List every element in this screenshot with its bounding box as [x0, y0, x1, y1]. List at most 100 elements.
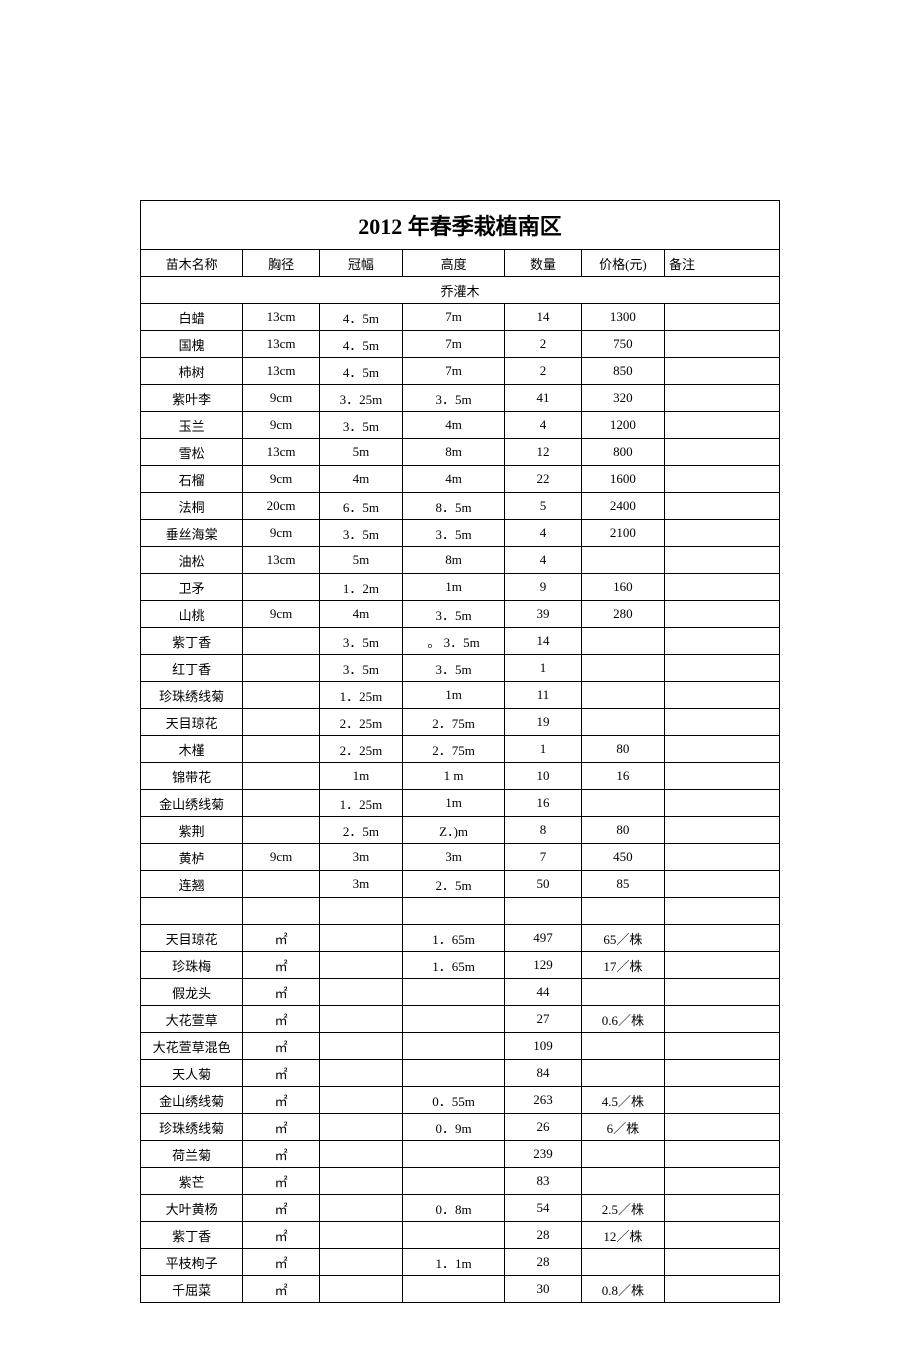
cell: 白蜡	[141, 304, 243, 331]
cell	[319, 1222, 402, 1249]
cell: 84	[505, 1060, 582, 1087]
cell: 41	[505, 385, 582, 412]
cell	[581, 655, 664, 682]
cell	[664, 709, 779, 736]
cell: 2100	[581, 520, 664, 547]
cell	[664, 304, 779, 331]
cell: 价格(元)	[581, 250, 664, 277]
table-row: 大花萱草㎡270.6／株	[141, 1006, 780, 1033]
cell: 0.8／株	[581, 1276, 664, 1303]
cell: 2400	[581, 493, 664, 520]
cell: 160	[581, 574, 664, 601]
cell: 法桐	[141, 493, 243, 520]
cell	[402, 1060, 504, 1087]
cell: 13cm	[243, 547, 320, 574]
cell: 14	[505, 304, 582, 331]
cell	[664, 1195, 779, 1222]
cell	[664, 493, 779, 520]
cell: 5m	[319, 547, 402, 574]
cell: 263	[505, 1087, 582, 1114]
cell: 6．5m	[319, 493, 402, 520]
cell: 27	[505, 1006, 582, 1033]
cell	[664, 358, 779, 385]
cell: 28	[505, 1222, 582, 1249]
table-row: 假龙头㎡44	[141, 979, 780, 1006]
cell: 7m	[402, 304, 504, 331]
cell: 16	[505, 790, 582, 817]
table-row: 紫丁香㎡2812／株	[141, 1222, 780, 1249]
cell	[664, 439, 779, 466]
cell	[664, 790, 779, 817]
cell: 0．8m	[402, 1195, 504, 1222]
cell	[664, 601, 779, 628]
cell: ㎡	[243, 1249, 320, 1276]
cell: 1m	[402, 574, 504, 601]
cell: 5	[505, 493, 582, 520]
cell: 木槿	[141, 736, 243, 763]
cell: 9cm	[243, 844, 320, 871]
cell	[664, 1222, 779, 1249]
cell: 4	[505, 520, 582, 547]
cell: 9	[505, 574, 582, 601]
cell: ㎡	[243, 1087, 320, 1114]
cell: 8m	[402, 439, 504, 466]
cell	[664, 1168, 779, 1195]
cell: ㎡	[243, 1195, 320, 1222]
cell	[664, 466, 779, 493]
cell: 荷兰菊	[141, 1141, 243, 1168]
cell: 13cm	[243, 358, 320, 385]
table-row: 玉兰9cm3．5m4m41200	[141, 412, 780, 439]
cell	[664, 925, 779, 952]
cell: 山桃	[141, 601, 243, 628]
cell: 26	[505, 1114, 582, 1141]
cell: 4m	[319, 601, 402, 628]
cell: 1．2m	[319, 574, 402, 601]
cell	[243, 898, 320, 925]
cell: 1m	[402, 790, 504, 817]
cell	[581, 1141, 664, 1168]
cell	[581, 1033, 664, 1060]
cell: 高度	[402, 250, 504, 277]
table-row: 天人菊㎡84	[141, 1060, 780, 1087]
cell: 7	[505, 844, 582, 871]
cell	[141, 898, 243, 925]
cell	[664, 1033, 779, 1060]
cell: ㎡	[243, 1006, 320, 1033]
cell	[581, 547, 664, 574]
cell: 9cm	[243, 385, 320, 412]
cell: 2．5m	[319, 817, 402, 844]
cell	[243, 628, 320, 655]
cell: 4.5／株	[581, 1087, 664, 1114]
table-row: 垂丝海棠9cm3．5m3．5m42100	[141, 520, 780, 547]
cell: 800	[581, 439, 664, 466]
cell: 0.6／株	[581, 1006, 664, 1033]
cell: 紫叶李	[141, 385, 243, 412]
section-row: 乔灌木	[141, 277, 780, 304]
cell: 大花萱草混色	[141, 1033, 243, 1060]
cell: 3．5m	[319, 655, 402, 682]
cell: 4．5m	[319, 304, 402, 331]
cell: 6／株	[581, 1114, 664, 1141]
cell: 锦带花	[141, 763, 243, 790]
cell: ㎡	[243, 1141, 320, 1168]
cell: 平枝枸子	[141, 1249, 243, 1276]
cell: 2.5／株	[581, 1195, 664, 1222]
table-row: 大花萱草混色㎡109	[141, 1033, 780, 1060]
cell: 280	[581, 601, 664, 628]
cell	[664, 1141, 779, 1168]
cell: ㎡	[243, 1222, 320, 1249]
cell: 850	[581, 358, 664, 385]
cell: 黄栌	[141, 844, 243, 871]
cell	[319, 898, 402, 925]
cell	[402, 979, 504, 1006]
cell: 83	[505, 1168, 582, 1195]
cell	[664, 844, 779, 871]
cell	[664, 628, 779, 655]
cell: 2	[505, 331, 582, 358]
table-row: 金山绣线菊1．25m1m16	[141, 790, 780, 817]
cell: 28	[505, 1249, 582, 1276]
cell: 4m	[402, 466, 504, 493]
cell	[402, 1222, 504, 1249]
table-row: 紫荆2．5mZ．)m880	[141, 817, 780, 844]
table-row: 珍珠绣线菊1．25m1m11	[141, 682, 780, 709]
